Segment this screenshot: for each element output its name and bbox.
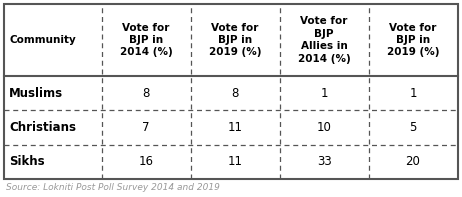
Text: 20: 20 [406,155,420,168]
Text: 11: 11 [228,155,243,168]
Text: Vote for
BJP
Allies in
2014 (%): Vote for BJP Allies in 2014 (%) [298,16,351,64]
Text: 16: 16 [139,155,153,168]
Text: 8: 8 [142,87,150,100]
Text: 11: 11 [228,121,243,134]
Text: 33: 33 [316,155,331,168]
Text: Source: Lokniti Post Poll Survey 2014 and 2019: Source: Lokniti Post Poll Survey 2014 an… [6,183,220,192]
Text: Vote for
BJP in
2014 (%): Vote for BJP in 2014 (%) [120,23,172,57]
Text: 1: 1 [409,87,417,100]
Text: Christians: Christians [9,121,76,134]
Text: Sikhs: Sikhs [9,155,45,168]
Text: 5: 5 [409,121,417,134]
Bar [4,4,458,179]
Text: Muslims: Muslims [9,87,63,100]
Text: Community: Community [9,35,76,45]
Text: 10: 10 [316,121,332,134]
Text: 7: 7 [142,121,150,134]
Text: Vote for
BJP in
2019 (%): Vote for BJP in 2019 (%) [209,23,261,57]
Text: 1: 1 [320,87,328,100]
Text: Vote for
BJP in
2019 (%): Vote for BJP in 2019 (%) [387,23,439,57]
Text: 8: 8 [231,87,239,100]
